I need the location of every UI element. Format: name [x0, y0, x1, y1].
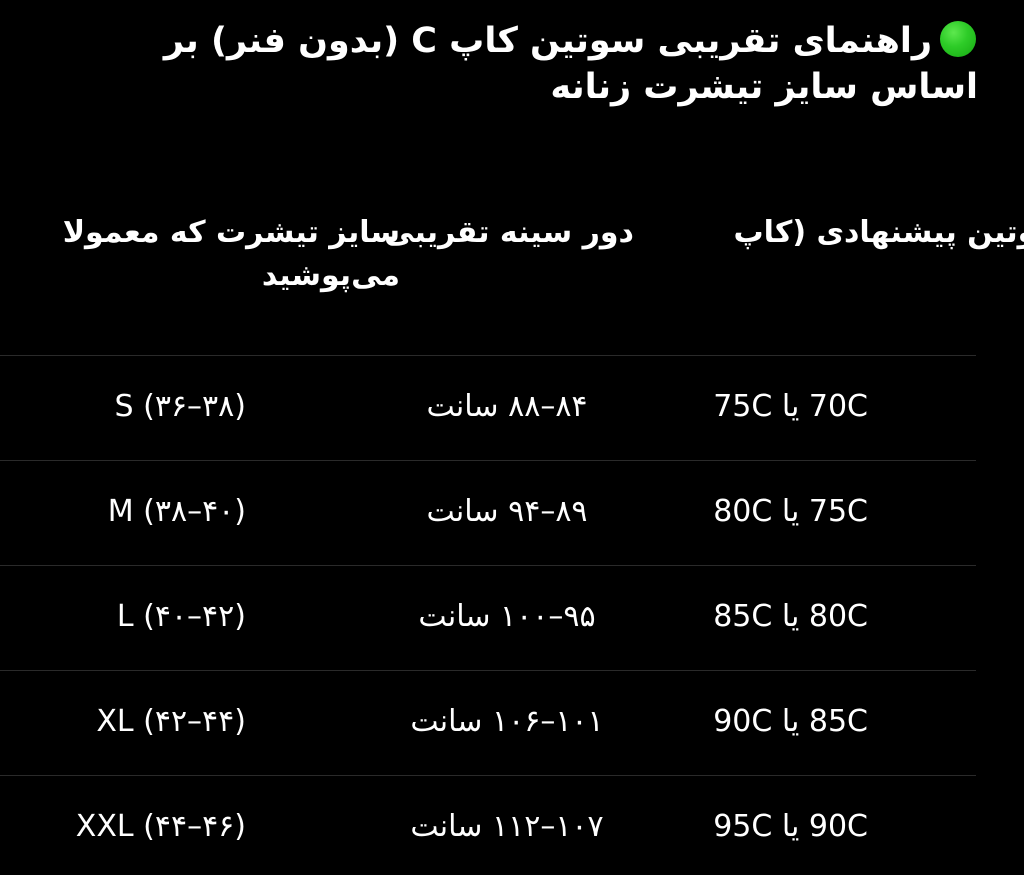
column-header-bra: سوتین پیشنهادی (کاپ C) [733, 215, 1024, 250]
cell-tshirt-size: XXL (۴۴–۴۶) [75, 809, 246, 844]
cell-tshirt-size: S (۳۶–۳۸) [114, 389, 246, 424]
green-circle-icon [940, 21, 976, 57]
title-line-1: راهنمای تقریبی سوتین کاپ C (بدون فنر) بر [46, 18, 978, 64]
row-divider [0, 565, 976, 566]
cell-bust: ۹۵–۱۰۰ سانت [418, 599, 596, 634]
row-divider [0, 775, 976, 776]
cell-bra: 80C یا 85C [713, 599, 868, 634]
cell-bust: ۱۰۱–۱۰۶ سانت [410, 704, 604, 739]
cell-bust: ۸۹–۹۴ سانت [426, 494, 588, 529]
column-header-bust: دور سینه تقریبی [384, 215, 634, 250]
table-row: 85C یا 90C ۱۰۱–۱۰۶ سانت XL (۴۲–۴۴) [0, 671, 1024, 776]
cell-bust: ۱۰۷–۱۱۲ سانت [410, 809, 604, 844]
title-line-2: اساس سایز تیشرت زنانه [550, 67, 978, 108]
table-header-row: سوتین پیشنهادی (کاپ C) دور سینه تقریبی س… [0, 196, 1024, 356]
header-divider [0, 355, 976, 356]
cell-bra: 70C یا 75C [713, 389, 868, 424]
page-title: راهنمای تقریبی سوتین کاپ C (بدون فنر) بر… [46, 18, 978, 110]
table-row: 90C یا 95C ۱۰۷–۱۱۲ سانت XXL (۴۴–۴۶) [0, 776, 1024, 875]
table-row: 80C یا 85C ۹۵–۱۰۰ سانت L (۴۰–۴۲) [0, 566, 1024, 671]
column-header-tshirt-size: سایز تیشرت که معمولا می‌پوشید [62, 215, 400, 293]
cell-bra: 90C یا 95C [713, 809, 868, 844]
table-row: 75C یا 80C ۸۹–۹۴ سانت M (۳۸–۴۰) [0, 461, 1024, 566]
cell-tshirt-size: L (۴۰–۴۲) [116, 599, 246, 634]
row-divider [0, 460, 976, 461]
cell-bra: 75C یا 80C [713, 494, 868, 529]
cell-bust: ۸۴–۸۸ سانت [426, 389, 588, 424]
cell-tshirt-size: M (۳۸–۴۰) [107, 494, 246, 529]
cell-bra: 85C یا 90C [713, 704, 868, 739]
table-row: 70C یا 75C ۸۴–۸۸ سانت S (۳۶–۳۸) [0, 356, 1024, 461]
cell-tshirt-size: XL (۴۲–۴۴) [96, 704, 246, 739]
row-divider [0, 670, 976, 671]
title-line-1-text: راهنمای تقریبی سوتین کاپ C (بدون فنر) بر [163, 21, 932, 61]
size-guide-table: سوتین پیشنهادی (کاپ C) دور سینه تقریبی س… [0, 196, 1024, 875]
